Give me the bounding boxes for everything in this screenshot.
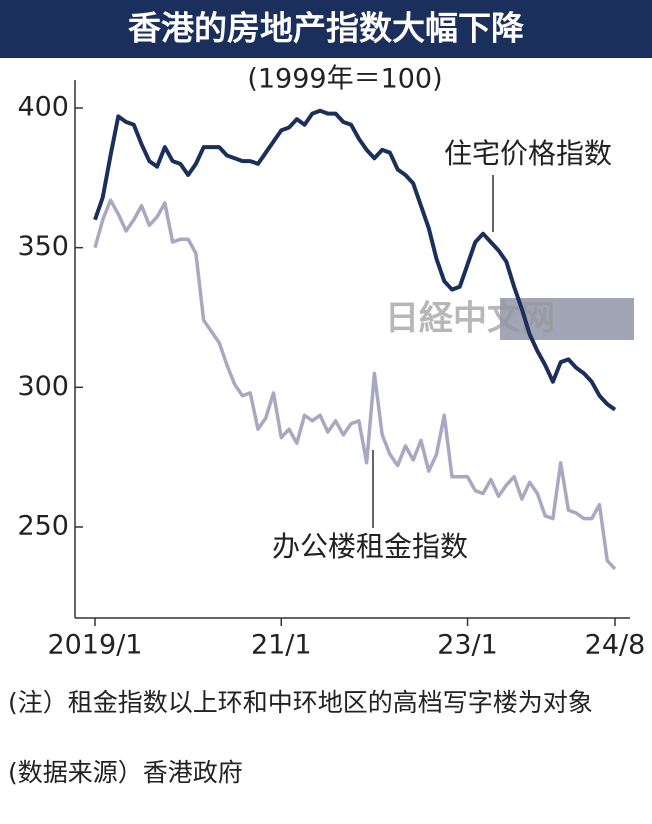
chart-title: 香港的房地产指数大幅下降 [128, 9, 525, 48]
y-tick-label: 300 [17, 371, 69, 402]
x-tick-label: 21/1 [251, 630, 312, 661]
chart: 香港的房地产指数大幅下降 (1999年＝100) 日経中文网 250300350… [0, 0, 652, 661]
x-tick-label: 23/1 [437, 630, 498, 661]
y-tick-label: 350 [17, 231, 69, 262]
x-tick-label: 24/8 [585, 630, 646, 661]
x-tick-label: 2019/1 [48, 630, 143, 661]
series-line [93, 198, 617, 571]
series-label: 办公楼租金指数 [272, 530, 468, 563]
chart-subtitle: (1999年＝100) [247, 64, 442, 95]
title-bar [0, 0, 652, 58]
source: (数据来源）香港政府 [8, 758, 243, 787]
note: (注）租金指数以上环和中环地区的高档写字楼为对象 [8, 688, 593, 717]
series-label: 住宅价格指数 [444, 137, 612, 170]
y-tick-label: 400 [17, 92, 69, 123]
series-line [93, 108, 617, 412]
y-tick-label: 250 [17, 511, 69, 542]
